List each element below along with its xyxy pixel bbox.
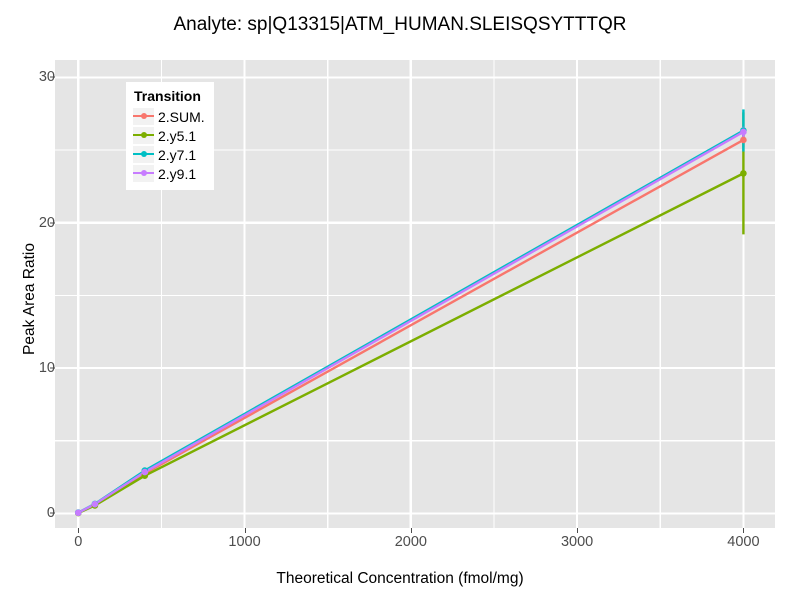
y-axis: 0102030: [0, 0, 55, 600]
legend-item-label: 2.y7.1: [158, 146, 197, 163]
y-axis-title: Peak Area Ratio: [21, 243, 38, 356]
x-tick-mark: [743, 528, 745, 533]
legend-item-label: 2.y5.1: [158, 127, 197, 144]
legend-key-icon: [133, 108, 154, 125]
legend-item-label: 2.y9.1: [158, 165, 197, 182]
chart-title: Analyte: sp|Q13315|ATM_HUMAN.SLEISQSYTTT…: [173, 14, 627, 35]
legend-item-label: 2.SUM.: [158, 108, 205, 125]
legend-item: 2.y9.1: [133, 164, 205, 183]
y-tick-mark: [50, 512, 55, 514]
x-tick-label: 4000: [727, 534, 760, 550]
x-tick-label: 0: [74, 534, 83, 550]
x-tick-mark: [78, 528, 80, 533]
x-tick-label: 3000: [560, 534, 594, 550]
y-tick-label: 30: [38, 69, 55, 86]
y-tick-mark: [50, 367, 55, 369]
legend-item: 2.y5.1: [133, 126, 205, 145]
x-tick-label: 2000: [394, 534, 427, 550]
legend-key-icon: [133, 165, 154, 182]
y-tick-mark: [50, 222, 55, 224]
legend-item: 2.y7.1: [133, 145, 205, 164]
legend-items: 2.SUM. 2.y5.1 2.y7.1 2.y9.1: [133, 107, 205, 183]
x-tick-mark: [410, 528, 412, 533]
legend-item: 2.SUM.: [133, 107, 205, 126]
x-axis-title: Theoretical Concentration (fmol/mg): [276, 570, 524, 587]
legend-title: Transition: [134, 88, 201, 104]
y-tick-label: 20: [38, 214, 55, 231]
legend-key-icon: [133, 146, 154, 163]
legend-key-icon: [133, 127, 154, 144]
y-tick-mark: [50, 76, 55, 78]
x-tick-mark: [577, 528, 579, 533]
y-tick-label: 10: [38, 360, 55, 377]
x-tick-mark: [244, 528, 246, 533]
legend: Transition 2.SUM. 2.y5.1 2.y7.1 2.y9.1: [126, 82, 214, 190]
x-tick-label: 1000: [228, 534, 261, 550]
